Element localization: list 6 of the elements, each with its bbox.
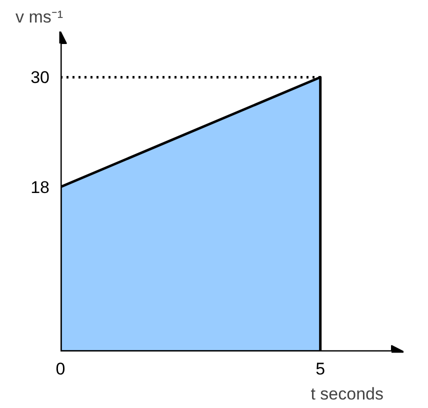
y-tick-label: 18 <box>30 178 50 197</box>
x-tick-label: 5 <box>316 360 326 378</box>
x-tick-label: 0 <box>56 360 66 378</box>
x-axis-title: t seconds <box>310 384 384 404</box>
y-tick-label: 30 <box>30 68 50 88</box>
y-axis-title: v ms⁻¹ <box>16 8 64 26</box>
